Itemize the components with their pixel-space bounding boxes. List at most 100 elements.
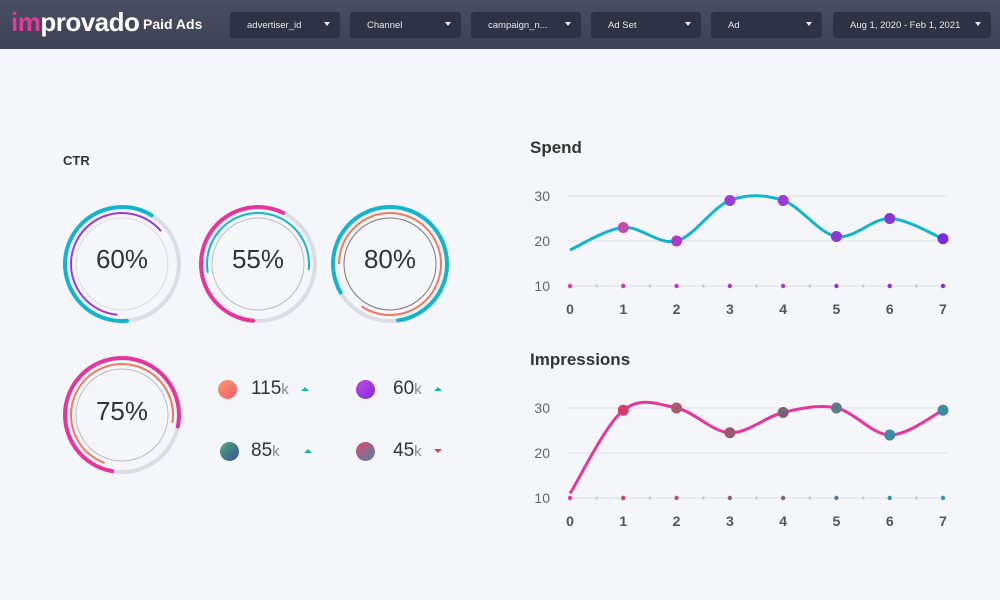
trend-up-icon (303, 449, 312, 453)
data-point (884, 429, 896, 441)
x-tick-label: 3 (726, 301, 734, 317)
data-point (617, 222, 629, 233)
baseline-dot (940, 283, 946, 289)
data-point (777, 195, 789, 206)
filter-channel[interactable]: Channel (350, 12, 461, 38)
dashboard-panel (3, 49, 997, 598)
baseline-dot (914, 284, 918, 288)
data-point (671, 402, 683, 414)
filter-label: Aug 1, 2020 - Feb 1, 2021 (850, 19, 961, 31)
ctr-ring-1-value: 60% (95, 244, 149, 274)
stat-value: 85 (251, 440, 273, 461)
top-bar: improvado Paid Ads advertiser_id Channel… (0, 0, 1000, 49)
stat-unit: k (414, 380, 422, 398)
trend-up-icon (300, 387, 309, 391)
data-point (724, 427, 736, 439)
x-tick-label: 7 (939, 513, 947, 529)
logo-prefix: im (11, 7, 41, 37)
impressions-chart-title: Impressions (530, 350, 631, 369)
baseline-dot (727, 495, 733, 501)
data-point (937, 404, 949, 416)
filter-label: Ad Set (608, 19, 637, 31)
baseline-dot (940, 495, 946, 501)
filter-label: Ad (728, 19, 740, 31)
stat-unit: k (272, 442, 280, 460)
filter-ad[interactable]: Ad (711, 12, 822, 38)
ctr-ring-4-value: 75% (95, 396, 149, 426)
baseline-dot (808, 284, 812, 288)
spend-chart: 10 20 30 0 1 2 3 4 5 6 7 (534, 188, 949, 317)
stat-unit: k (281, 380, 289, 398)
baseline-dot (808, 496, 812, 500)
baseline-dot (780, 283, 786, 289)
x-tick-label: 6 (886, 301, 894, 317)
stat-item-3: 85 k (220, 440, 312, 462)
data-point (937, 233, 949, 245)
x-tick-label: 5 (833, 301, 841, 317)
baseline-dot (621, 283, 626, 289)
x-tick-label: 6 (886, 513, 894, 529)
filter-label: Channel (367, 19, 403, 31)
x-tick-label: 3 (726, 513, 734, 529)
ctr-label: CTR (63, 153, 90, 168)
data-point (671, 235, 683, 247)
filter-date-range[interactable]: Aug 1, 2020 - Feb 1, 2021 (833, 12, 991, 38)
x-tick-label: 1 (619, 513, 627, 529)
ctr-ring-1 (63, 205, 181, 323)
x-tick-label: 0 (566, 513, 574, 529)
improvado-logo[interactable]: improvado (11, 7, 140, 37)
data-point (830, 231, 842, 242)
series-line (569, 194, 944, 252)
y-tick-label: 10 (534, 490, 550, 506)
data-point (884, 213, 896, 224)
filter-advertiser-id[interactable]: advertiser_id (230, 12, 340, 38)
baseline-dot (861, 284, 865, 288)
y-tick-label: 20 (534, 445, 550, 461)
baseline-dot (595, 284, 599, 288)
baseline-dot (914, 496, 918, 500)
baseline-dot (595, 496, 599, 500)
chevron-down-icon (324, 22, 330, 26)
stat-item-4: 45 k (356, 440, 442, 462)
x-tick-label: 1 (619, 301, 627, 317)
x-tick-label: 0 (566, 301, 574, 317)
x-tick-label: 2 (673, 301, 681, 317)
impressions-chart: 10 20 30 0 1 2 3 4 5 6 7 (534, 400, 949, 529)
page-title: Paid Ads (143, 16, 203, 32)
filter-label: advertiser_id (247, 19, 302, 31)
stat-value: 60 (393, 378, 415, 399)
chevron-down-icon (565, 22, 571, 26)
purple-dot-icon (356, 379, 375, 399)
ctr-ring-3-value: 80% (363, 244, 417, 274)
filter-campaign-name[interactable]: campaign_n... (471, 12, 581, 38)
filter-ad-set[interactable]: Ad Set (591, 12, 701, 38)
baseline-dot (674, 495, 679, 501)
y-tick-label: 20 (534, 233, 550, 249)
stat-value: 45 (393, 440, 415, 461)
x-tick-label: 2 (673, 513, 681, 529)
filter-label: campaign_n... (488, 19, 548, 31)
baseline-dot (834, 283, 839, 289)
ctr-ring-4 (62, 356, 181, 474)
series-line (568, 400, 944, 495)
baseline-dot (621, 495, 626, 501)
y-tick-label: 10 (534, 278, 550, 294)
stat-value: 115 (251, 378, 282, 399)
baseline-dot (755, 496, 758, 500)
red-dot-icon (356, 441, 375, 461)
baseline-dot (755, 284, 758, 288)
x-tick-label: 7 (939, 301, 947, 317)
baseline-dot (834, 495, 839, 501)
stat-unit: k (414, 442, 422, 460)
baseline-dot (648, 284, 652, 288)
x-tick-label: 4 (779, 301, 787, 317)
chevron-down-icon (975, 22, 981, 26)
y-tick-label: 30 (534, 188, 550, 204)
trend-up-icon (433, 387, 442, 391)
baseline-dot (887, 495, 892, 501)
data-point (724, 195, 736, 206)
baseline-dot (567, 283, 573, 289)
logo-rest: provado (40, 7, 140, 37)
baseline-dot (648, 496, 652, 500)
ctr-ring-2 (199, 205, 317, 323)
